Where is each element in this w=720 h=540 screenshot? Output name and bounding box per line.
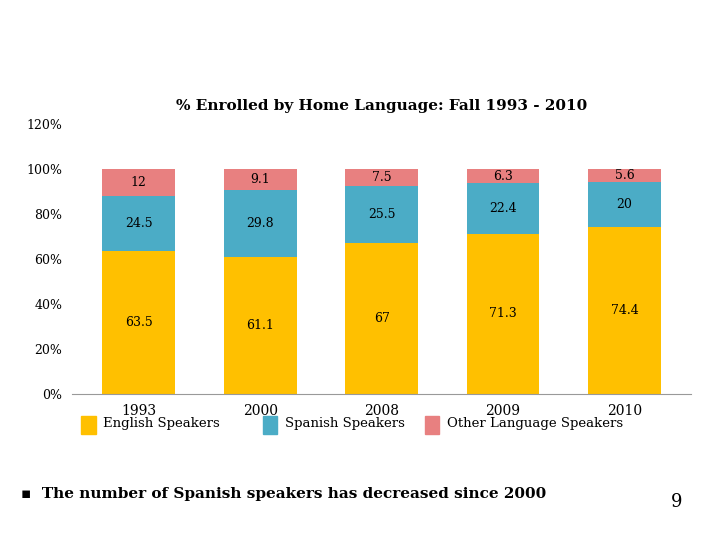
Text: 5.6: 5.6 [615, 169, 634, 182]
Bar [224, 169, 297, 190]
Bar [102, 251, 175, 394]
Bar [588, 182, 661, 227]
Text: 63.5: 63.5 [125, 316, 153, 329]
Text: 74.4: 74.4 [611, 304, 639, 317]
Text: ▪  The number of Spanish speakers has decreased since 2000: ▪ The number of Spanish speakers has dec… [21, 487, 546, 501]
Bar [467, 169, 539, 184]
Text: 24.5: 24.5 [125, 217, 153, 230]
Text: 22.4: 22.4 [489, 202, 517, 215]
Title: % Enrolled by Home Language: Fall 1993 - 2010: % Enrolled by Home Language: Fall 1993 -… [176, 99, 588, 113]
Text: Demographics Characteristics: Demographics Characteristics [18, 33, 678, 71]
Text: 9: 9 [671, 493, 683, 511]
Text: Other Language Speakers: Other Language Speakers [447, 417, 623, 430]
Text: English Speakers: English Speakers [104, 417, 220, 430]
Bar [224, 190, 297, 256]
Bar [425, 416, 439, 434]
Text: 20: 20 [616, 198, 632, 211]
Bar [345, 169, 418, 186]
Bar [467, 234, 539, 394]
Bar [467, 184, 539, 234]
Bar [263, 416, 277, 434]
Bar [224, 256, 297, 394]
Bar [345, 186, 418, 244]
Text: 71.3: 71.3 [489, 307, 517, 320]
Bar [588, 169, 661, 182]
Text: 67: 67 [374, 312, 390, 325]
Bar [102, 196, 175, 251]
Bar [345, 244, 418, 394]
Bar [588, 227, 661, 394]
Text: 9.1: 9.1 [251, 173, 270, 186]
Text: 7.5: 7.5 [372, 171, 392, 184]
Text: 6.3: 6.3 [493, 170, 513, 183]
Text: 12: 12 [131, 176, 147, 189]
Bar [81, 416, 96, 434]
Bar [102, 169, 175, 196]
Text: Spanish Speakers: Spanish Speakers [285, 417, 405, 430]
Text: 25.5: 25.5 [368, 208, 395, 221]
Text: 29.8: 29.8 [246, 217, 274, 230]
Text: 61.1: 61.1 [246, 319, 274, 332]
